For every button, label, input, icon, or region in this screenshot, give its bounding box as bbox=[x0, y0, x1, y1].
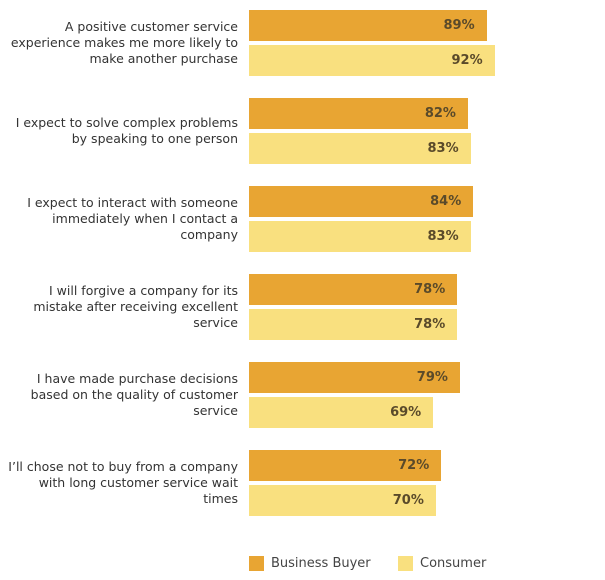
value-label: 83% bbox=[427, 141, 459, 156]
bar bbox=[249, 133, 471, 164]
bar bbox=[249, 45, 495, 76]
bar bbox=[249, 186, 474, 217]
value-label: 82% bbox=[424, 106, 456, 121]
bar bbox=[249, 397, 434, 428]
value-label: 70% bbox=[392, 493, 424, 508]
bar bbox=[249, 98, 468, 129]
bar bbox=[249, 274, 458, 305]
category-label: I’ll chose not to buy from a company wit… bbox=[8, 459, 238, 506]
category-label: I expect to interact with someone immedi… bbox=[27, 195, 238, 242]
legend-swatch bbox=[398, 556, 413, 571]
value-label: 89% bbox=[443, 18, 475, 33]
bar bbox=[249, 450, 442, 481]
bar bbox=[249, 485, 436, 516]
legend-swatch bbox=[249, 556, 264, 571]
bar bbox=[249, 362, 460, 393]
bar bbox=[249, 10, 487, 41]
category-label: I have made purchase decisions based on … bbox=[30, 371, 238, 418]
bar bbox=[249, 221, 471, 252]
value-label: 83% bbox=[427, 229, 459, 244]
value-label: 72% bbox=[398, 458, 430, 473]
value-label: 79% bbox=[416, 370, 448, 385]
value-label: 92% bbox=[451, 53, 483, 68]
value-label: 84% bbox=[430, 194, 462, 209]
legend-label: Business Buyer bbox=[271, 556, 371, 571]
value-label: 78% bbox=[414, 317, 446, 332]
value-label: 69% bbox=[390, 405, 422, 420]
category-label: I expect to solve complex problems by sp… bbox=[15, 115, 238, 146]
legend-label: Consumer bbox=[420, 556, 487, 571]
bar bbox=[249, 309, 458, 340]
category-label: I will forgive a company for its mistake… bbox=[33, 283, 238, 330]
category-label: A positive customer service experience m… bbox=[10, 19, 238, 66]
value-label: 78% bbox=[414, 282, 446, 297]
